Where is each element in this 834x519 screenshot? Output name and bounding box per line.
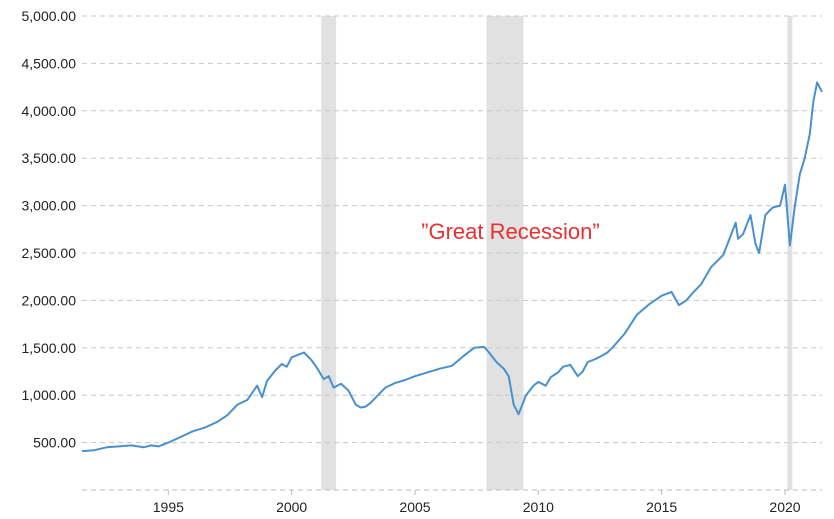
y-tick-label: 5,000.00 [22, 8, 77, 24]
x-tick-label: 2005 [399, 499, 430, 515]
x-tick-label: 2015 [646, 499, 677, 515]
annotation-great-recession: ”Great Recession” [421, 219, 600, 244]
grid-lines [82, 15, 822, 444]
y-tick-label: 1,500.00 [22, 340, 77, 356]
y-tick-label: 3,000.00 [22, 198, 77, 214]
y-tick-label: 2,500.00 [22, 245, 77, 261]
y-tick-label: 2,000.00 [22, 292, 77, 308]
y-tick-label: 3,500.00 [22, 150, 77, 166]
y-tick-label: 1,000.00 [22, 387, 77, 403]
x-tick-label: 2010 [523, 499, 554, 515]
x-tick-label: 2020 [769, 499, 800, 515]
y-tick-label: 500.00 [33, 435, 76, 451]
recession-band-3 [787, 16, 793, 490]
x-tick-label: 2000 [276, 499, 307, 515]
y-axis-tick-labels: 500.00 1,000.00 1,500.00 2,000.00 2,500.00 3,… [22, 8, 77, 451]
x-axis-tick-labels: 1995 2000 2005 2010 2015 2020 [153, 490, 801, 515]
x-tick-label: 1995 [153, 499, 184, 515]
series-line [81, 81, 823, 453]
y-tick-label: 4,000.00 [22, 103, 77, 119]
y-tick-label: 4,500.00 [22, 55, 77, 71]
